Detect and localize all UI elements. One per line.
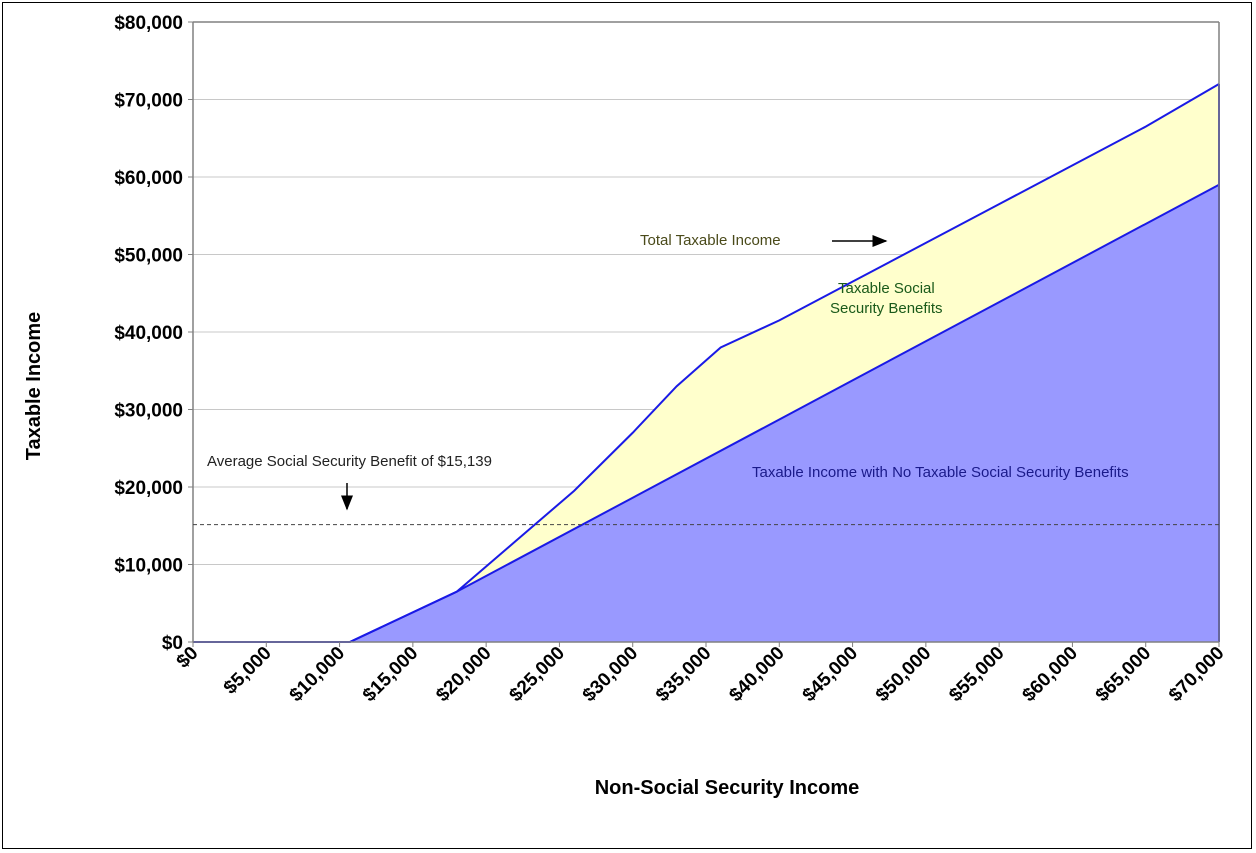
y-tick-label: $20,000 bbox=[114, 478, 183, 499]
x-axis-title: Non-Social Security Income bbox=[595, 777, 860, 799]
x-tick-label: $70,000 bbox=[1165, 643, 1228, 706]
x-tick-label: $20,000 bbox=[432, 643, 495, 706]
y-axis-title: Taxable Income bbox=[23, 312, 45, 461]
x-tick-label: $35,000 bbox=[652, 643, 715, 706]
annotation-taxable-ss-benefits-line1: Taxable Social bbox=[838, 280, 935, 297]
annotation-no-taxable-ss: Taxable Income with No Taxable Social Se… bbox=[752, 464, 1129, 481]
x-tick-label: $55,000 bbox=[945, 643, 1008, 706]
line-series-0 bbox=[193, 83, 1220, 643]
y-tick-label: $80,000 bbox=[114, 13, 183, 34]
x-tick-label: $30,000 bbox=[579, 643, 642, 706]
y-tick-label: $40,000 bbox=[114, 323, 183, 344]
x-tick-label: $15,000 bbox=[359, 643, 422, 706]
y-tick-labels: $0 $10,000 $20,000 $30,000 $40,000 $50,000 $60… bbox=[114, 13, 183, 654]
x-tick-label: $65,000 bbox=[1092, 643, 1155, 706]
x-tick-label: $10,000 bbox=[286, 643, 349, 706]
area-series-1 bbox=[193, 184, 1219, 642]
y-tick-label: $30,000 bbox=[114, 401, 183, 422]
annotation-taxable-ss-benefits-line2: Security Benefits bbox=[830, 300, 943, 317]
x-tick-label: $25,000 bbox=[506, 643, 569, 706]
area-fills bbox=[193, 84, 1219, 642]
axes bbox=[188, 21, 1220, 647]
y-tick-label: $60,000 bbox=[114, 168, 183, 189]
x-tick-label: $45,000 bbox=[799, 643, 862, 706]
annotation-total-taxable-income: Total Taxable Income bbox=[640, 232, 781, 249]
y-tick-label: $50,000 bbox=[114, 246, 183, 267]
x-tick-labels: $0 $5,000 $10,000 $15,000 $20,000 $25,000 $30,… bbox=[173, 643, 1229, 706]
annotation-average-benefit: Average Social Security Benefit of $15,1… bbox=[207, 453, 492, 470]
y-tick-label: $10,000 bbox=[114, 556, 183, 577]
y-tick-label: $0 bbox=[162, 633, 183, 654]
x-tick-label: $5,000 bbox=[220, 643, 276, 699]
x-tick-label: $60,000 bbox=[1019, 643, 1082, 706]
x-tick-label: $40,000 bbox=[725, 643, 788, 706]
y-tick-label: $70,000 bbox=[114, 91, 183, 112]
x-tick-label: $50,000 bbox=[872, 643, 935, 706]
